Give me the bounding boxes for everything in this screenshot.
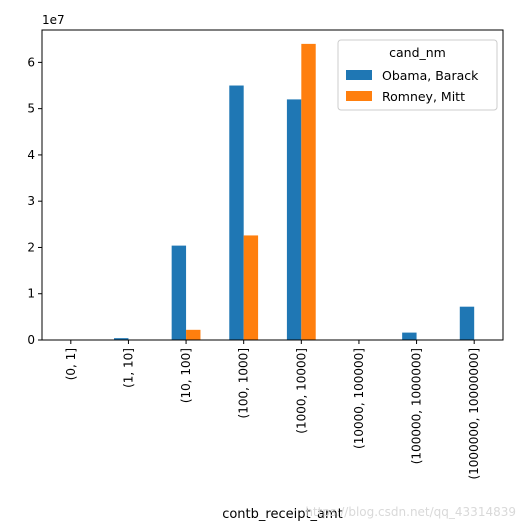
x-tick-label: (10000, 100000]	[352, 348, 366, 449]
x-tick-label: (10, 100]	[179, 348, 193, 403]
x-axis: (0, 1] (1, 10] (10, 100] (100, 1000] (1000, …	[64, 340, 481, 480]
y-tick-label: 3	[27, 194, 35, 208]
legend-label: Obama, Barack	[382, 68, 479, 83]
y-tick-label: 5	[27, 102, 35, 116]
legend: cand_nm Obama, Barack Romney, Mitt	[337, 39, 498, 111]
legend-swatch	[346, 91, 372, 101]
y-offset-text: 1e7	[42, 13, 65, 27]
legend-items: Obama, Barack Romney, Mitt	[346, 68, 479, 104]
bar-obama	[171, 245, 187, 340]
y-tick-label: 2	[27, 240, 35, 254]
bar-obama	[459, 306, 475, 340]
x-tick-label: (100000, 1000000]	[410, 348, 424, 464]
bar-romney	[301, 43, 316, 341]
x-axis-label: contb_receipt_amt	[222, 507, 343, 522]
legend-title: cand_nm	[389, 45, 446, 60]
x-tick-label: (1000, 10000]	[294, 348, 308, 434]
y-tick-label: 0	[27, 333, 35, 347]
x-tick-label: (0, 1]	[64, 348, 78, 380]
x-tick-label: (1, 10]	[121, 348, 135, 388]
y-tick-label: 4	[27, 148, 35, 162]
bar-romney	[243, 235, 259, 340]
bar-obama	[114, 338, 129, 340]
bar-obama	[229, 85, 244, 340]
x-tick-label: (100, 1000]	[237, 348, 251, 418]
y-tick-label: 6	[27, 55, 35, 69]
bars-layer	[114, 43, 475, 341]
legend-swatch	[346, 70, 372, 80]
watermark: https://blog.csdn.net/qq_43314839	[305, 505, 516, 519]
bar-romney	[186, 329, 201, 340]
legend-box	[337, 39, 498, 111]
y-axis: 0 1 2 3 4 5 6	[27, 55, 42, 347]
y-tick-label: 1	[27, 287, 35, 301]
bar-obama	[402, 332, 417, 340]
bar-obama	[286, 99, 302, 340]
x-tick-label: (1000000, 10000000]	[467, 348, 481, 480]
axes-frame	[41, 29, 504, 341]
legend-label: Romney, Mitt	[382, 89, 465, 104]
